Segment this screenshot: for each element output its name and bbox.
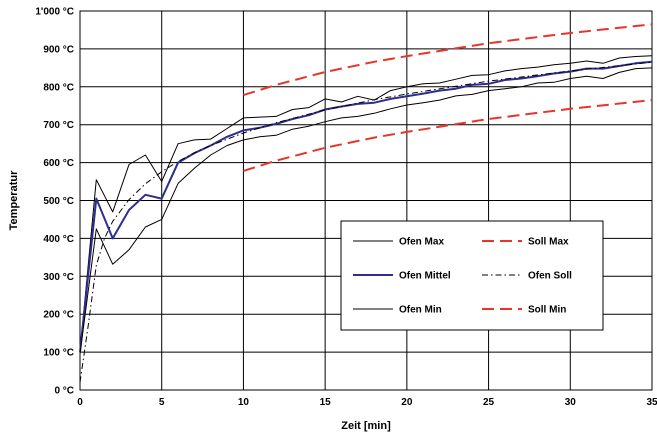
- y-tick-label: 1'000 °C: [35, 7, 74, 18]
- series-line-ofen-mittel: [79, 60, 653, 353]
- y-tick-label: 0 °C: [54, 386, 74, 397]
- series-line-soll-min: [243, 99, 653, 172]
- y-axis-label: Temperatur: [8, 170, 20, 230]
- series-lines: [79, 23, 653, 383]
- y-tick-label: 400 °C: [43, 234, 74, 245]
- x-tick-label: 15: [320, 397, 332, 408]
- legend-label-soll-max: Soll Max: [528, 237, 569, 248]
- x-tick-label: 0: [77, 397, 83, 408]
- series-line-soll-max: [243, 23, 653, 97]
- x-tick-label: 25: [483, 397, 495, 408]
- x-tick-label: 35: [646, 397, 657, 408]
- y-tick-label: 900 °C: [43, 44, 74, 55]
- x-tick-label: 20: [401, 397, 413, 408]
- y-tick-label: 300 °C: [43, 272, 74, 283]
- series-line-ofen-max: [79, 55, 653, 353]
- y-tick-label: 800 °C: [43, 82, 74, 93]
- plot-area: [79, 10, 653, 391]
- legend-label-ofen-min: Ofen Min: [399, 305, 442, 316]
- x-tick-label: 30: [565, 397, 577, 408]
- grid: [79, 10, 653, 391]
- series-line-ofen-min: [79, 67, 653, 355]
- x-axis-label: Zeit [min]: [341, 420, 391, 432]
- y-tick-label: 200 °C: [43, 310, 74, 321]
- tick-labels: 0 °C 100 °C 200 °C 300 °C 400 °C 500 °C 600 °C…: [35, 7, 657, 409]
- legend: Ofen Max Soll Max Ofen Mittel Ofen Soll Ofen…: [340, 220, 604, 331]
- y-tick-label: 500 °C: [43, 196, 74, 207]
- legend-label-ofen-max: Ofen Max: [399, 237, 444, 248]
- legend-label-ofen-mittel: Ofen Mittel: [399, 271, 451, 282]
- legend-label-ofen-soll: Ofen Soll: [528, 271, 572, 282]
- x-tick-label: 10: [238, 397, 250, 408]
- y-tick-label: 600 °C: [43, 158, 74, 169]
- y-tick-label: 700 °C: [43, 120, 74, 131]
- legend-label-soll-min: Soll Min: [528, 305, 566, 316]
- y-tick-label: 100 °C: [43, 348, 74, 359]
- x-tick-label: 5: [159, 397, 165, 408]
- series-line-ofen-soll: [79, 61, 653, 383]
